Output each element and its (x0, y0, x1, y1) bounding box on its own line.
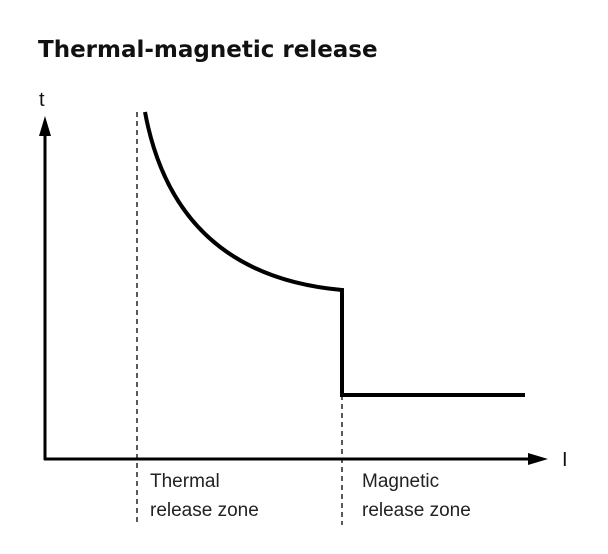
y-axis-label: t (39, 89, 45, 111)
zone-label: Thermal (150, 471, 220, 492)
trip-curve (143, 111, 525, 397)
x-axis-label: I (562, 449, 568, 471)
y-axis-arrow (39, 116, 51, 136)
zone-label: Magnetic (362, 471, 439, 492)
zone-label: release zone (150, 500, 259, 521)
zone-label: release zone (362, 500, 471, 521)
diagram-title: Thermal-magnetic release (38, 37, 378, 63)
x-axis-arrow (528, 453, 548, 465)
